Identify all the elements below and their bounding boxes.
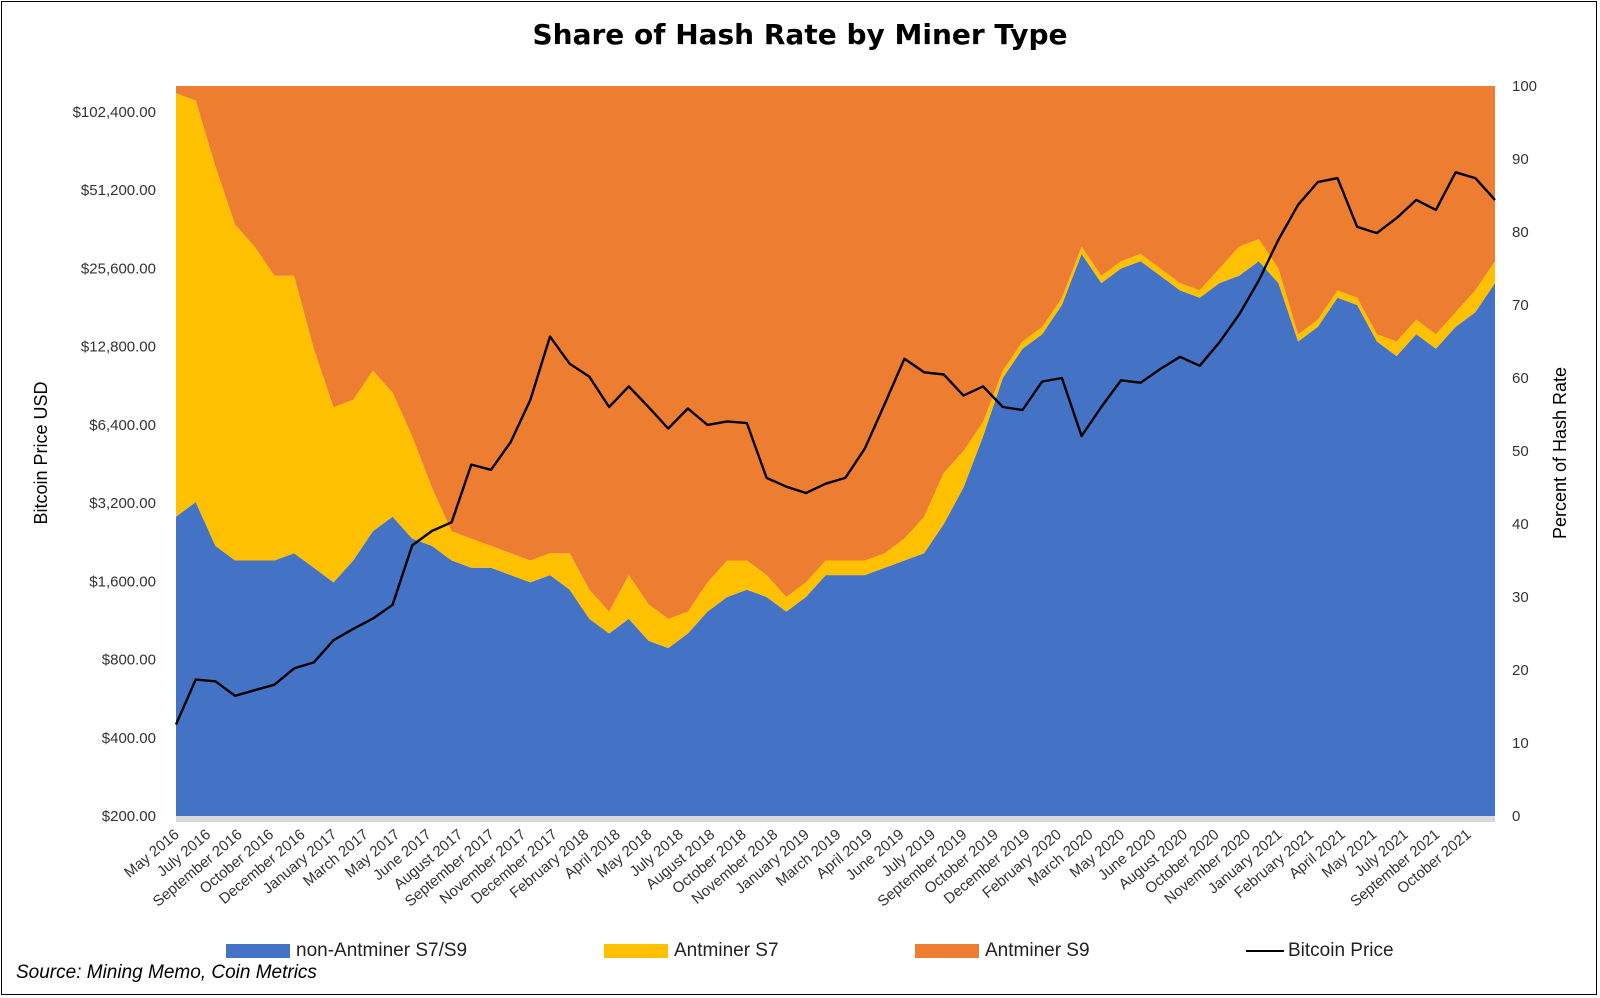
source-note: Source: Mining Memo, Coin Metrics <box>16 962 317 983</box>
left-tick-label: $51,200.00 <box>81 182 156 199</box>
legend-swatch-bitcoin-price <box>1246 950 1284 952</box>
left-tick-label: $25,600.00 <box>81 260 156 277</box>
right-tick-label: 10 <box>1512 735 1529 752</box>
legend-swatch-non-antminer <box>226 944 290 958</box>
plot-floor <box>176 816 1495 822</box>
right-tick-label: 30 <box>1512 589 1529 606</box>
left-tick-label: $3,200.00 <box>89 495 156 512</box>
left-tick-label: $800.00 <box>102 652 156 669</box>
legend-label-antminer-s7: Antminer S7 <box>674 940 779 961</box>
area-layer <box>176 86 1495 816</box>
right-tick-label: 60 <box>1512 370 1529 387</box>
chart-title: Share of Hash Rate by Miner Type <box>532 18 1068 51</box>
legend-swatch-antminer-s9 <box>915 944 979 958</box>
area-non-antminer <box>176 253 1495 816</box>
legend-label-non-antminer: non-Antminer S7/S9 <box>296 940 468 961</box>
legend-item-antminer-s9: Antminer S9 <box>915 940 1090 962</box>
legend-label-bitcoin-price: Bitcoin Price <box>1288 940 1394 961</box>
legend: non-Antminer S7/S9 Antminer S7 Antminer … <box>0 940 1600 966</box>
right-axis-title: Percent of Hash Rate <box>1550 367 1570 539</box>
right-axis-ticks: 0 10 20 30 40 50 60 70 80 90 100 <box>1512 78 1537 825</box>
left-axis-title: Bitcoin Price USD <box>31 381 51 524</box>
bitcoin-price-line <box>174 171 1496 725</box>
left-axis-ticks: $200.00 $400.00 $800.00 $1,600.00 $3,200.00 $… <box>73 104 156 825</box>
right-tick-label: 40 <box>1512 516 1529 533</box>
legend-item-bitcoin-price: Bitcoin Price <box>1246 940 1394 962</box>
left-tick-label: $6,400.00 <box>89 417 156 434</box>
left-tick-label: $1,600.00 <box>89 573 156 590</box>
right-tick-label: 90 <box>1512 151 1529 168</box>
left-tick-label: $102,400.00 <box>73 104 156 121</box>
right-tick-label: 100 <box>1512 78 1537 95</box>
left-tick-label: $12,800.00 <box>81 339 156 356</box>
right-tick-label: 20 <box>1512 662 1529 679</box>
area-antminer-s9 <box>176 86 1495 619</box>
legend-item-antminer-s7: Antminer S7 <box>604 940 779 962</box>
legend-item-non-antminer: non-Antminer S7/S9 <box>226 940 467 962</box>
left-tick-label: $400.00 <box>102 730 156 747</box>
legend-swatch-antminer-s7 <box>604 944 668 958</box>
legend-label-antminer-s9: Antminer S9 <box>985 940 1090 961</box>
right-tick-label: 70 <box>1512 297 1529 314</box>
left-tick-label: $200.00 <box>102 808 156 825</box>
price-line-layer <box>174 171 1496 725</box>
right-tick-label: 80 <box>1512 224 1529 241</box>
right-tick-label: 50 <box>1512 443 1529 460</box>
right-tick-label: 0 <box>1512 808 1520 825</box>
